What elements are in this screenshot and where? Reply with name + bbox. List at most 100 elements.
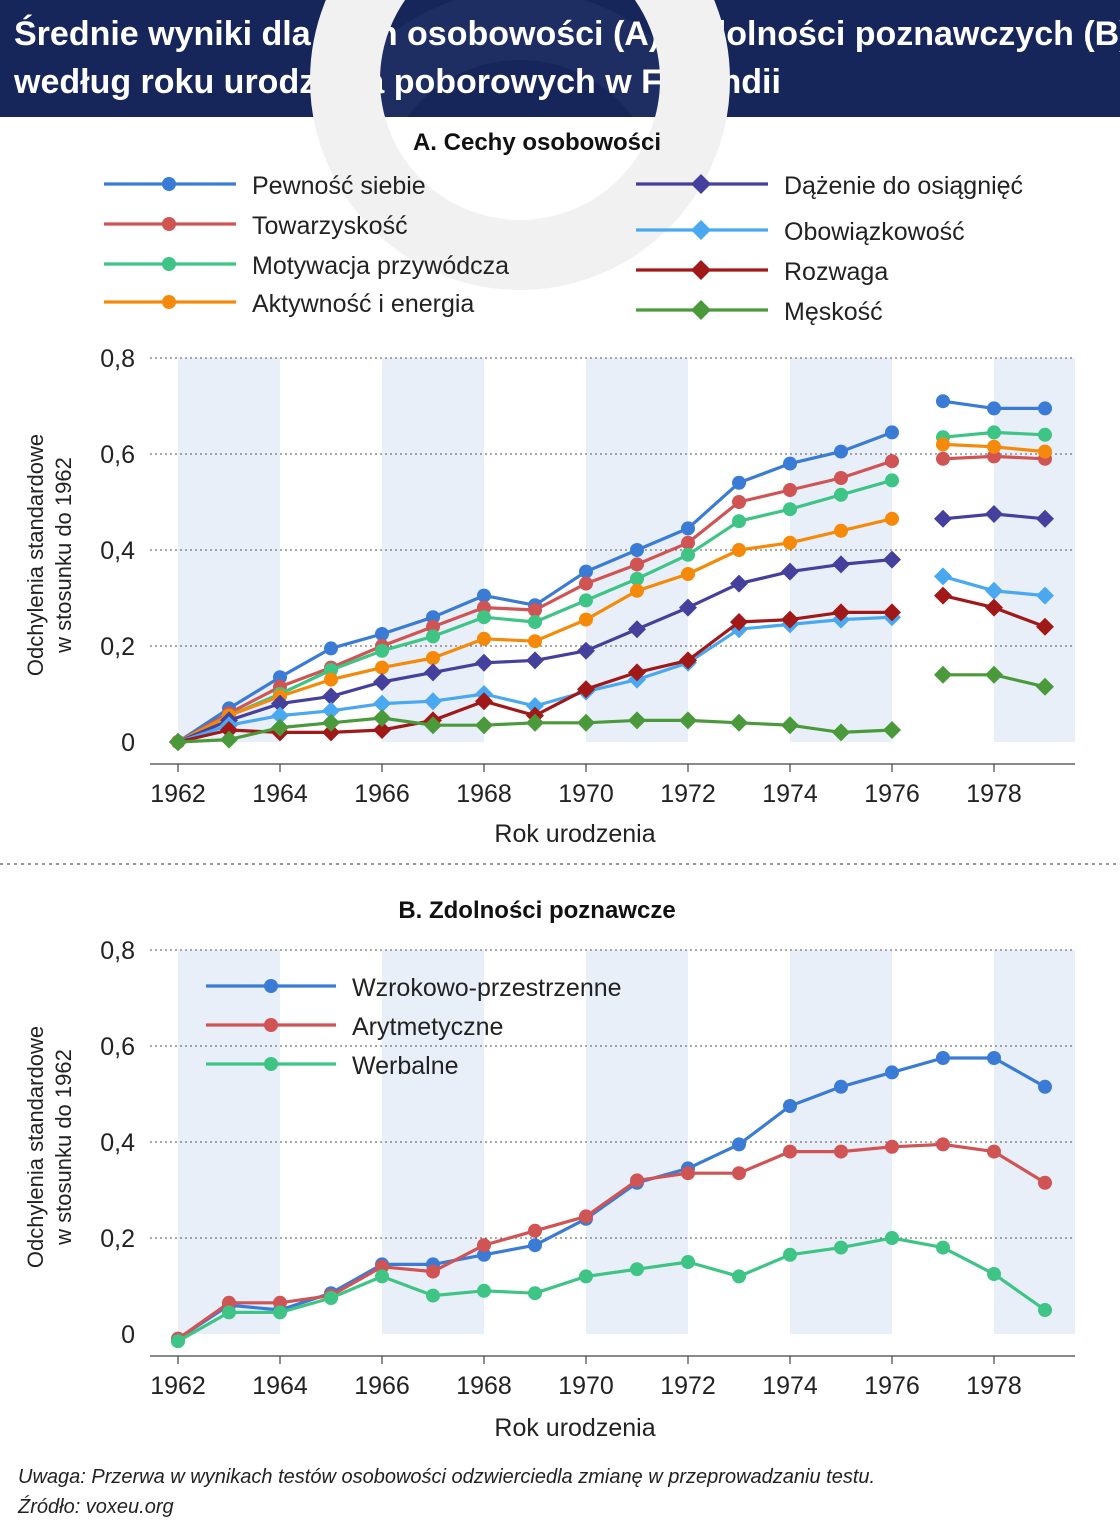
y-axis-label-line2: w stosunku do 1962	[51, 1049, 76, 1246]
data-point	[579, 593, 593, 608]
y-tick-label: 0	[121, 1321, 135, 1349]
legend-label: Dążenie do osiągnięć	[784, 172, 1023, 200]
data-point	[679, 711, 697, 730]
data-point	[528, 615, 542, 629]
data-point	[171, 1334, 185, 1349]
x-tick-label: 1972	[660, 1372, 716, 1400]
data-point	[528, 634, 542, 649]
legend-item-aktywnosc-i-energia: Aktywność i energia	[104, 290, 474, 318]
data-point	[373, 721, 391, 739]
data-point	[783, 1099, 797, 1113]
data-point	[222, 1305, 236, 1320]
data-point	[834, 1079, 848, 1094]
series-line	[177, 1236, 1046, 1343]
y-axis-label-line2: w stosunku do 1962	[51, 457, 76, 654]
data-point	[1038, 444, 1052, 459]
data-point	[630, 571, 644, 586]
data-point	[475, 653, 493, 672]
data-point	[936, 451, 950, 466]
x-tick-label: 1962	[150, 1372, 206, 1400]
legend-marker	[264, 1057, 278, 1071]
data-point	[730, 613, 748, 631]
x-tick-label: 1976	[864, 1372, 920, 1400]
data-point	[630, 1173, 644, 1188]
data-point	[985, 581, 1003, 600]
data-point	[526, 713, 544, 732]
data-point	[732, 1166, 746, 1181]
data-point	[630, 543, 644, 557]
data-point	[477, 631, 491, 646]
data-point	[985, 505, 1003, 523]
data-point	[424, 716, 442, 735]
y-tick-label: 0,6	[100, 1033, 135, 1061]
data-point	[630, 583, 644, 598]
data-point	[885, 473, 899, 488]
data-point	[985, 665, 1003, 684]
data-point	[834, 487, 848, 502]
legend-label: Męskość	[784, 298, 883, 326]
series-werbalne	[171, 1231, 1052, 1349]
legend-item-rozwaga: Rozwaga	[636, 258, 888, 286]
data-point	[732, 1137, 746, 1152]
data-point	[987, 1267, 1001, 1281]
data-point	[528, 1223, 542, 1238]
legend-label: Pewność siebie	[252, 172, 426, 200]
data-point	[883, 603, 901, 622]
chart-title: B. Zdolności poznawcze	[398, 897, 675, 924]
data-point	[375, 643, 389, 658]
data-point	[987, 1051, 1001, 1065]
data-point	[373, 709, 391, 727]
x-tick-label: 1970	[558, 1372, 614, 1400]
gridlines	[150, 949, 1075, 1239]
data-point	[477, 588, 491, 603]
legend-label: Arytmetyczne	[352, 1013, 503, 1041]
data-point	[426, 629, 440, 644]
data-point	[528, 1286, 542, 1301]
data-point	[579, 576, 593, 591]
legend-item-dazenie-do-osiagniec: Dążenie do osiągnięć	[636, 172, 1023, 200]
y-tick-label: 0,8	[100, 345, 135, 373]
data-point	[885, 1065, 899, 1080]
data-point	[783, 1247, 797, 1262]
y-tick-label: 0,4	[100, 537, 135, 565]
x-axis-label: Rok urodzenia	[494, 1414, 655, 1442]
data-point	[477, 1283, 491, 1298]
data-point	[732, 543, 746, 557]
x-tick-label: 1972	[660, 780, 716, 808]
data-point	[934, 665, 952, 684]
y-tick-label: 0,2	[100, 633, 135, 661]
data-point	[730, 713, 748, 732]
legend-item-motywacja-przywodcza: Motywacja przywódcza	[104, 252, 509, 280]
data-point	[475, 692, 493, 711]
data-point	[985, 598, 1003, 617]
data-point	[832, 555, 850, 574]
data-point	[885, 454, 899, 469]
data-point	[271, 694, 289, 713]
data-point	[987, 401, 1001, 416]
chart-a: 1962 1964 1966 1968 1970 1972 1974 1976 1978 0 0,2…	[23, 129, 1075, 848]
data-point	[273, 670, 287, 685]
y-axis-label-line1: Odchylenia standardowe	[23, 434, 48, 676]
data-point	[885, 425, 899, 440]
data-point	[220, 730, 238, 749]
data-point	[832, 723, 850, 742]
data-point	[222, 1295, 236, 1310]
legend-label: Rozwaga	[784, 258, 888, 286]
data-point	[477, 1238, 491, 1253]
data-point	[934, 509, 952, 528]
data-point	[832, 603, 850, 622]
footer: Uwaga: Przerwa w wynikach testów osobowo…	[18, 1462, 875, 1522]
footer-source: Źródło: voxeu.org	[18, 1496, 174, 1518]
legend-marker	[691, 260, 711, 280]
data-point	[373, 673, 391, 691]
legend-label: Aktywność i energia	[252, 290, 474, 318]
data-point	[834, 1144, 848, 1159]
data-point	[936, 394, 950, 409]
legend-item-arytmetyczne: Arytmetyczne	[206, 1013, 503, 1041]
data-point	[781, 716, 799, 735]
legend-item-pewnosc-siebie: Pewność siebie	[104, 172, 426, 200]
legend-label: Motywacja przywódcza	[252, 252, 509, 280]
data-point	[579, 612, 593, 627]
data-point	[373, 694, 391, 713]
data-point	[528, 603, 542, 617]
